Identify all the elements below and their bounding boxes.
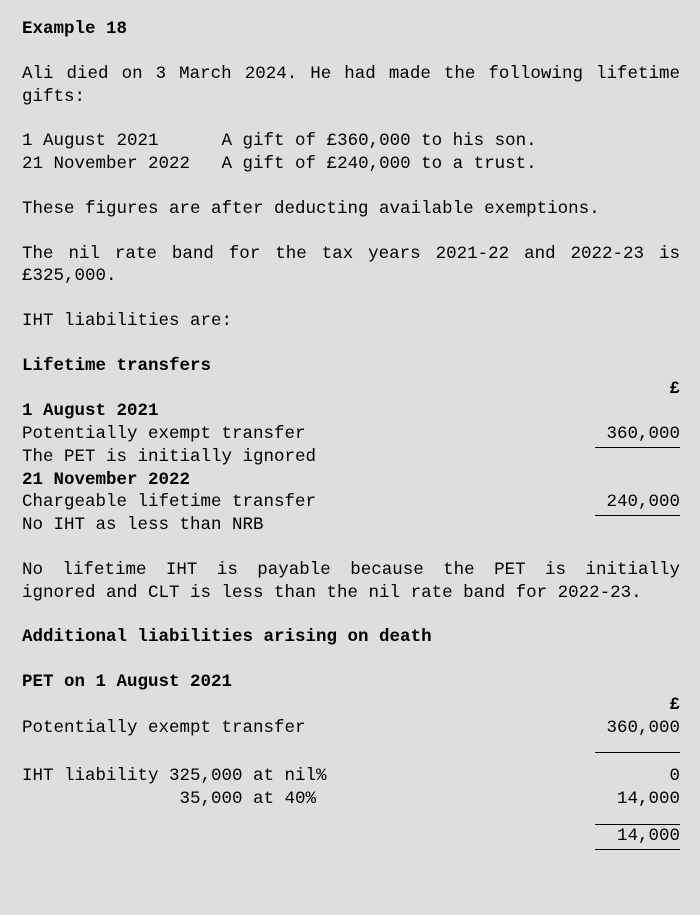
underline-cell bbox=[560, 514, 680, 537]
iht-liability-row-2: 35,000 at 40% 14,000 bbox=[22, 788, 680, 811]
gift-desc: A gift of £240,000 to a trust. bbox=[222, 154, 537, 174]
lifetime-transfers-heading: Lifetime transfers bbox=[22, 355, 680, 378]
clt-note-row: No IHT as less than NRB bbox=[22, 514, 680, 537]
gift-date: 1 August 2021 bbox=[22, 131, 159, 151]
spacer bbox=[22, 604, 680, 626]
additional-liabilities-heading: Additional liabilities arising on death bbox=[22, 626, 680, 649]
spacer bbox=[22, 649, 680, 671]
empty-cell bbox=[22, 694, 560, 717]
iht-liability-label-1: IHT liability 325,000 at nil% bbox=[22, 765, 560, 788]
clt-note-label: No IHT as less than NRB bbox=[22, 514, 560, 537]
clt-label: Chargeable lifetime transfer bbox=[22, 491, 560, 514]
document-page: Example 18 Ali died on 3 March 2024. He … bbox=[0, 0, 700, 915]
underline-icon bbox=[595, 848, 680, 850]
pet-on-date-heading: PET on 1 August 2021 bbox=[22, 671, 680, 694]
spacer bbox=[22, 753, 680, 765]
spacer bbox=[22, 537, 680, 559]
spacer bbox=[22, 221, 680, 243]
intro-paragraph: Ali died on 3 March 2024. He had made th… bbox=[22, 63, 680, 109]
pet2-value: 360,000 bbox=[560, 717, 680, 740]
iht-liability-value-1: 0 bbox=[560, 765, 680, 788]
underline-icon bbox=[595, 514, 680, 516]
total-row: 14,000 bbox=[22, 825, 680, 848]
underline-cell bbox=[560, 446, 680, 469]
example-title: Example 18 bbox=[22, 18, 680, 41]
iht-liability-label-2: 35,000 at 40% bbox=[22, 788, 560, 811]
pet2-row: Potentially exempt transfer 360,000 bbox=[22, 717, 680, 740]
total-value: 14,000 bbox=[560, 825, 680, 848]
spacer bbox=[22, 333, 680, 355]
spacer bbox=[22, 739, 680, 751]
underline-icon bbox=[595, 751, 680, 753]
iht-liability-row-1: IHT liability 325,000 at nil% 0 bbox=[22, 765, 680, 788]
spacer bbox=[22, 288, 680, 310]
currency-header-row-2: £ bbox=[22, 694, 680, 717]
clt-value: 240,000 bbox=[560, 491, 680, 514]
spacer bbox=[22, 811, 680, 823]
spacer bbox=[22, 108, 680, 130]
no-iht-paragraph: No lifetime IHT is payable because the P… bbox=[22, 559, 680, 605]
underline-cell bbox=[560, 848, 680, 850]
iht-liability-value-2: 14,000 bbox=[560, 788, 680, 811]
pet-label: Potentially exempt transfer bbox=[22, 423, 560, 446]
pet-row: Potentially exempt transfer 360,000 bbox=[22, 423, 680, 446]
spacer bbox=[22, 176, 680, 198]
date-heading-1: 1 August 2021 bbox=[22, 400, 680, 423]
empty-cell bbox=[22, 848, 560, 850]
gift-line-1: 1 August 2021 A gift of £360,000 to his … bbox=[22, 130, 680, 153]
currency-symbol: £ bbox=[560, 378, 680, 401]
nrb-paragraph: The nil rate band for the tax years 2021… bbox=[22, 243, 680, 289]
spacer bbox=[22, 41, 680, 63]
underline-row bbox=[22, 751, 680, 753]
underline-icon bbox=[595, 446, 680, 448]
underline-cell bbox=[560, 751, 680, 753]
empty-cell bbox=[22, 378, 560, 401]
empty-cell bbox=[22, 751, 560, 753]
iht-liabilities-heading: IHT liabilities are: bbox=[22, 310, 680, 333]
gift-line-2: 21 November 2022 A gift of £240,000 to a… bbox=[22, 153, 680, 176]
gift-date: 21 November 2022 bbox=[22, 154, 190, 174]
currency-header-row: £ bbox=[22, 378, 680, 401]
underline-row-3 bbox=[22, 848, 680, 850]
date-heading-2: 21 November 2022 bbox=[22, 469, 680, 492]
pet-ignored-row: The PET is initially ignored bbox=[22, 446, 680, 469]
gift-desc: A gift of £360,000 to his son. bbox=[222, 131, 537, 151]
empty-cell bbox=[22, 825, 560, 848]
currency-symbol: £ bbox=[560, 694, 680, 717]
pet2-label: Potentially exempt transfer bbox=[22, 717, 560, 740]
pet-value: 360,000 bbox=[560, 423, 680, 446]
clt-row: Chargeable lifetime transfer 240,000 bbox=[22, 491, 680, 514]
pet-ignored-label: The PET is initially ignored bbox=[22, 446, 560, 469]
after-deducting-paragraph: These figures are after deducting availa… bbox=[22, 198, 680, 221]
